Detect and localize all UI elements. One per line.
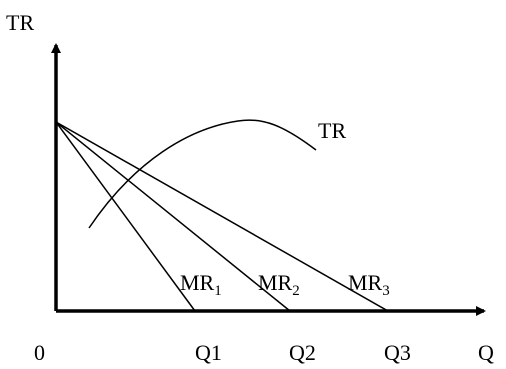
- mr-line-2: [55, 121, 291, 312]
- mr-line-3: [55, 121, 389, 312]
- mr-1-name: MR: [180, 270, 215, 295]
- mr-2-label: MR2: [258, 270, 300, 299]
- y-axis-label: TR: [6, 10, 34, 35]
- tr-curve: [88, 119, 317, 229]
- mr-line-1: [55, 121, 196, 312]
- origin-label: 0: [34, 340, 45, 365]
- mr-3-subscript: 3: [382, 283, 390, 299]
- x-axis-label: Q: [478, 340, 494, 365]
- mr-3-name: MR: [348, 270, 383, 295]
- mr-1-label: MR1: [180, 270, 222, 299]
- q1-label: Q1: [195, 340, 222, 365]
- tr-curve-label: TR: [318, 118, 346, 143]
- mr-2-subscript: 2: [292, 283, 300, 299]
- mr-2-name: MR: [258, 270, 293, 295]
- mr-1-subscript: 1: [214, 283, 222, 299]
- mr-3-label: MR3: [348, 270, 390, 299]
- q2-label: Q2: [289, 340, 316, 365]
- q3-label: Q3: [384, 340, 411, 365]
